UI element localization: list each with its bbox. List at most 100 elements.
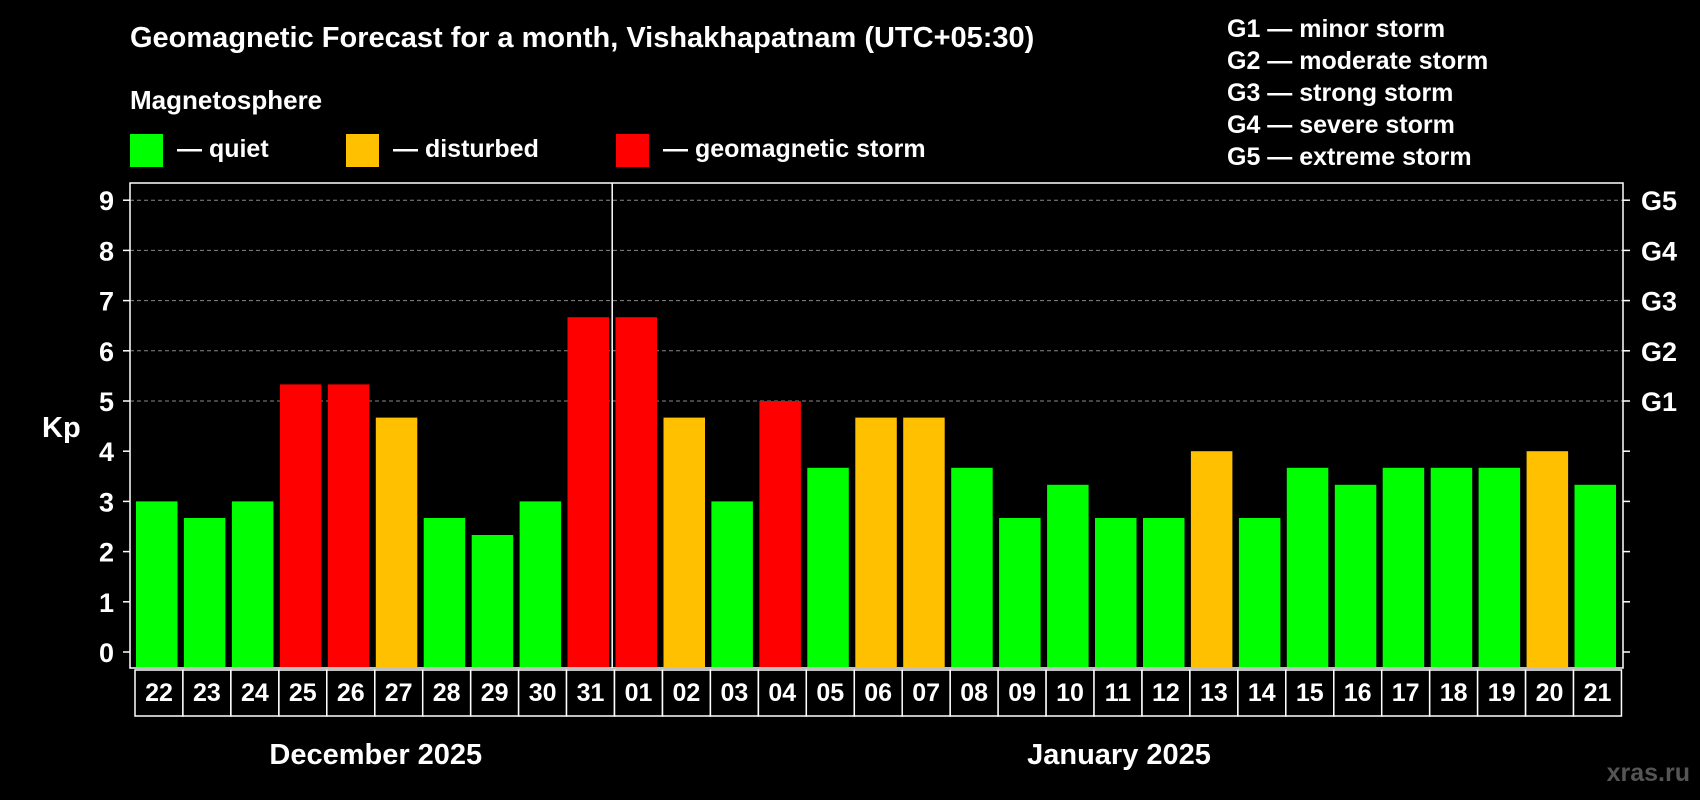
day-label-box xyxy=(613,669,664,717)
day-label-box xyxy=(1333,669,1383,717)
legend-title: Magnetosphere xyxy=(130,85,322,115)
day-label-box xyxy=(1524,669,1575,717)
day-label: 31 xyxy=(577,679,605,707)
day-label: 05 xyxy=(816,679,844,707)
day-label-box xyxy=(134,669,184,717)
day-label-box xyxy=(853,669,903,717)
bar xyxy=(615,317,657,667)
day-label-box xyxy=(421,669,472,717)
day-label-box xyxy=(182,669,232,717)
day-label: 01 xyxy=(625,679,653,707)
bar xyxy=(231,501,274,667)
month-labels: December 2025 January 2025 xyxy=(269,739,1211,771)
day-label-box xyxy=(757,669,808,717)
bar xyxy=(1190,451,1233,667)
day-label-box xyxy=(949,669,999,717)
day-label: 24 xyxy=(241,679,269,707)
day-label: 13 xyxy=(1200,679,1228,707)
day-label-box xyxy=(1380,669,1431,717)
day-label: 20 xyxy=(1536,679,1564,707)
day-label: 11 xyxy=(1105,679,1132,707)
watermark: xras.ru xyxy=(1607,759,1690,787)
day-label: 17 xyxy=(1392,679,1420,707)
bar xyxy=(1143,518,1185,667)
bar xyxy=(1095,518,1137,667)
storm-scale-legend: G1 — minor storm G2 — moderate storm G3 … xyxy=(1227,15,1488,171)
legend-swatch-disturbed xyxy=(346,134,379,167)
day-label: 16 xyxy=(1344,679,1372,707)
bar xyxy=(519,501,562,667)
bar xyxy=(999,518,1041,667)
axes: 0 1 2 3 4 5 6 7 8 9 G1 G2 G3 G4 G5 xyxy=(99,182,1677,669)
day-label: 29 xyxy=(481,679,509,707)
bar xyxy=(1047,484,1089,667)
storm-scale-g3: G3 — strong storm xyxy=(1227,79,1453,107)
day-label: 03 xyxy=(720,679,748,707)
g-scale-label: G5 xyxy=(1641,186,1677,216)
g-scale-label: G3 xyxy=(1641,287,1677,317)
storm-scale-g1: G1 — minor storm xyxy=(1227,15,1445,43)
storm-scale-g4: G4 — severe storm xyxy=(1227,111,1455,139)
legend-swatch-storm xyxy=(616,134,649,167)
legend-label-quiet: — quiet xyxy=(177,135,269,163)
y-tick-label: 2 xyxy=(99,538,114,568)
bar xyxy=(567,317,609,667)
bar xyxy=(1286,467,1329,667)
y-axis-label: Kp xyxy=(42,412,81,444)
bar xyxy=(711,501,753,667)
bar xyxy=(759,401,801,667)
grid-lines xyxy=(130,199,1623,402)
legend-swatch-quiet xyxy=(130,134,163,167)
y-tick-label: 5 xyxy=(99,387,114,417)
day-label-box xyxy=(1476,669,1527,717)
day-label-box xyxy=(1428,669,1479,717)
day-label: 18 xyxy=(1440,679,1468,707)
day-label: 19 xyxy=(1488,679,1516,707)
bar xyxy=(951,467,993,667)
day-label: 02 xyxy=(672,679,700,707)
day-label-box xyxy=(901,669,951,717)
bar xyxy=(855,417,897,667)
day-label: 21 xyxy=(1584,679,1612,707)
bar xyxy=(1382,467,1425,667)
day-label-box xyxy=(230,669,280,717)
day-label: 25 xyxy=(289,679,317,707)
y-tick-label: 3 xyxy=(99,487,114,517)
bar xyxy=(1478,467,1521,667)
legend: — quiet — disturbed — geomagnetic storm xyxy=(130,134,926,167)
y-tick-label: 9 xyxy=(99,186,114,216)
day-label: 27 xyxy=(385,679,413,707)
g-scale-label: G4 xyxy=(1641,236,1677,266)
y-tick-label: 8 xyxy=(99,236,114,266)
day-label: 23 xyxy=(193,679,221,707)
day-label: 06 xyxy=(864,679,892,707)
x-axis-day-labels: 22 23 24 25 26 27 28 29 30 31 01 02 03 04 05 06 07 08 09 10… xyxy=(134,669,1623,717)
day-label: 30 xyxy=(529,679,557,707)
storm-scale-g5: G5 — extreme storm xyxy=(1227,143,1472,171)
y-tick-label: 6 xyxy=(99,337,114,367)
day-label: 12 xyxy=(1152,679,1180,707)
day-label: 09 xyxy=(1008,679,1036,707)
bar xyxy=(183,518,226,667)
bar xyxy=(1238,518,1281,667)
bar xyxy=(327,384,370,667)
legend-label-storm: — geomagnetic storm xyxy=(663,135,926,163)
bar xyxy=(663,417,705,667)
plot-frame xyxy=(129,182,1624,669)
day-label-box xyxy=(709,669,760,717)
day-label-box xyxy=(1045,669,1095,717)
day-label: 04 xyxy=(768,679,796,707)
day-label-box xyxy=(661,669,712,717)
bar xyxy=(423,518,466,667)
day-label-box xyxy=(374,669,424,717)
bar xyxy=(903,417,945,667)
day-label-box xyxy=(805,669,855,717)
y-tick-label: 4 xyxy=(99,437,114,467)
g-scale-label: G1 xyxy=(1641,387,1677,417)
day-label-box xyxy=(1093,669,1143,717)
storm-scale-g2: G2 — moderate storm xyxy=(1227,47,1488,75)
month-label: December 2025 xyxy=(269,739,482,771)
bar xyxy=(1334,484,1377,667)
day-label-box xyxy=(1141,669,1191,717)
